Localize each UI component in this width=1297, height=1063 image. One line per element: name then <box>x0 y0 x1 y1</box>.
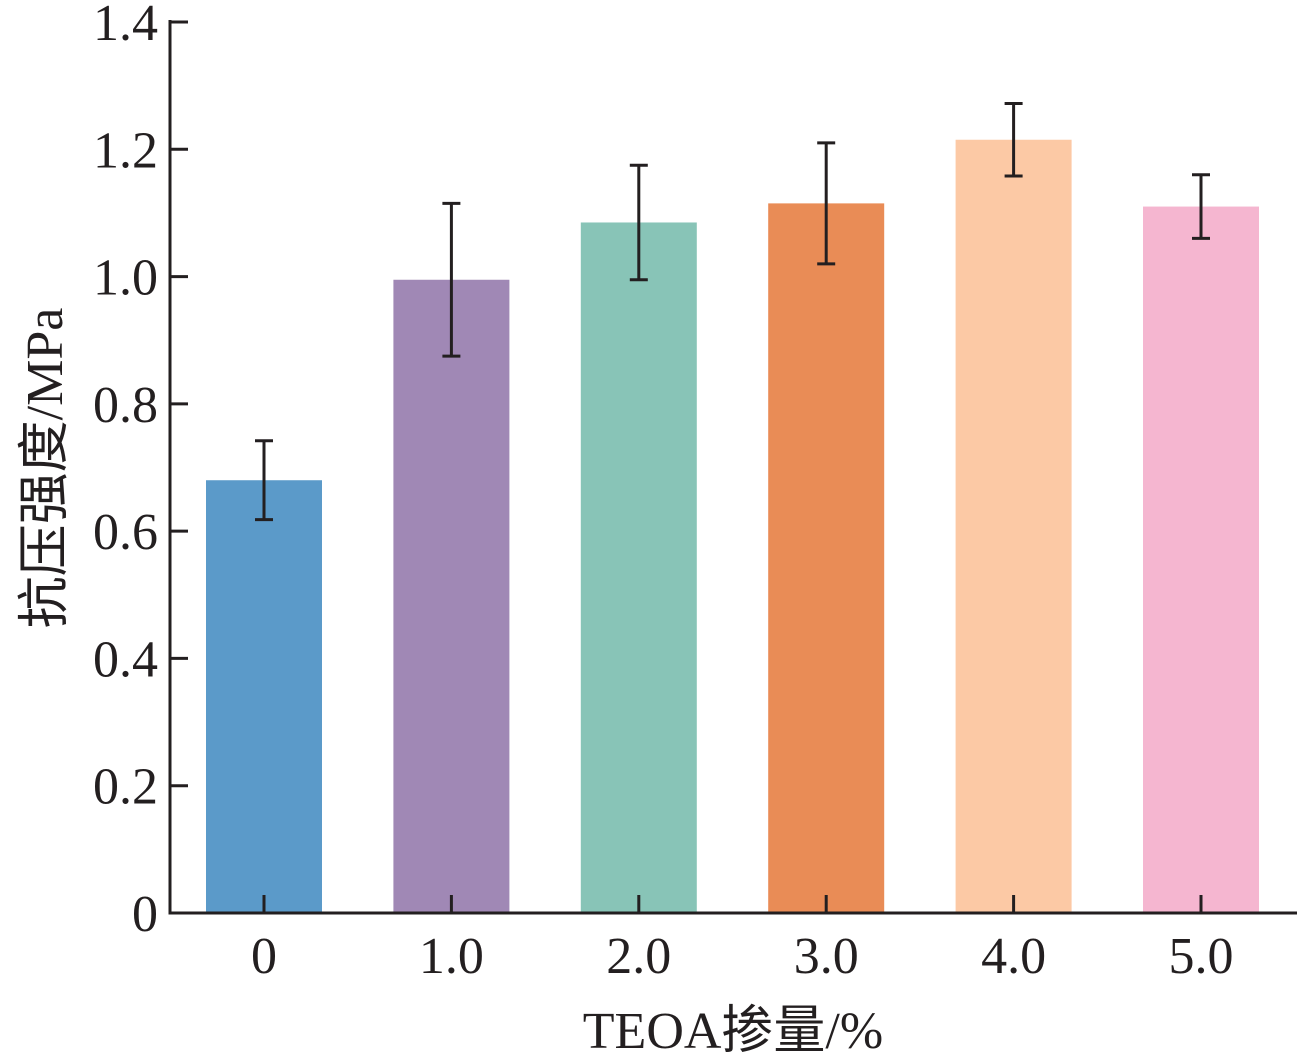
y-tick-label: 0.4 <box>93 631 158 688</box>
y-tick-label: 1.4 <box>93 0 158 52</box>
bar-4.0 <box>956 140 1072 913</box>
x-tick-label: 1.0 <box>419 928 484 985</box>
bar-3.0 <box>768 203 884 913</box>
bar-5.0 <box>1143 207 1259 913</box>
x-tick-label: 4.0 <box>981 928 1046 985</box>
x-tick-label: 3.0 <box>794 928 859 985</box>
y-tick-label: 0.6 <box>93 504 158 561</box>
y-tick-label: 0.8 <box>93 377 158 434</box>
x-tick-label: 5.0 <box>1169 928 1234 985</box>
bar-0 <box>206 480 322 913</box>
axes-layer <box>169 20 1297 915</box>
y-tick-label: 1.2 <box>93 122 158 179</box>
bar-1.0 <box>393 280 509 913</box>
bars-layer <box>206 140 1259 913</box>
y-tick-label: 0 <box>132 886 158 943</box>
bar-2.0 <box>581 222 697 913</box>
y-axis-label: 抗压强度/MPa <box>17 308 74 629</box>
y-ticks-layer: 0 0.2 0.4 0.6 0.8 1.0 1.2 1.4 <box>93 0 188 943</box>
x-tick-label: 0 <box>251 928 277 985</box>
y-tick-label: 1.0 <box>93 250 158 307</box>
x-axis-label: TEOA掺量/% <box>583 1003 883 1058</box>
y-tick-label: 0.2 <box>93 759 158 816</box>
x-tick-label: 2.0 <box>606 928 671 985</box>
